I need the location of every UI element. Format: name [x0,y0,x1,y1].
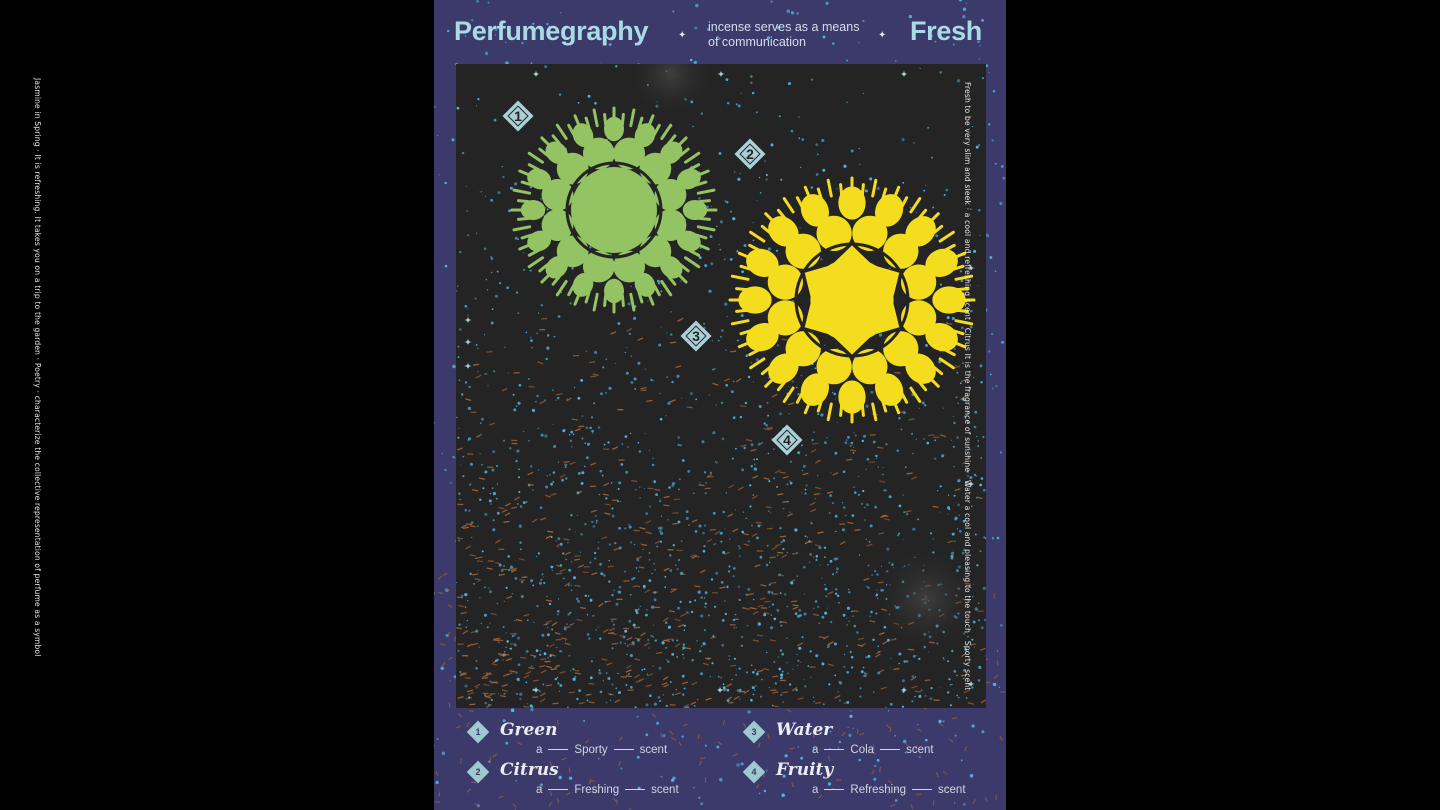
poster: Perfumegraphy ✦ incense serves as a mean… [434,0,1006,810]
grey-ring-top [626,64,716,119]
green-mandala [510,106,718,314]
yellow-mandala [728,176,976,424]
legend-number: 4 [751,767,757,777]
number-diamond-icon: 2 [734,138,766,170]
marker-number: 3 [692,328,700,344]
sparkle-star-icon [532,70,540,78]
orange-stroke-texture [456,316,986,708]
sparkle-star-icon [464,316,472,324]
legend-name: Water [776,720,833,740]
legend-suffix: scent [906,744,934,756]
sparkle-star-icon [967,264,975,272]
tagline: incense serves as a means of communicati… [708,20,878,50]
legend-prefix: a [812,784,819,796]
art-canvas: 1 2 3 4 [456,64,986,708]
sparkle-star-icon: ✦ [678,30,687,41]
legend-prefix: a [812,744,819,756]
marker-number: 1 [514,108,522,124]
grey-ring-bottom [871,544,981,654]
legend-name: Green [500,720,558,740]
brand-title: Perfumegraphy [454,16,649,46]
number-diamond-icon: 1 [502,100,534,132]
sparkle-star-icon [532,686,540,694]
legend-suffix: scent [651,784,679,796]
legend-word: Sporty [574,744,608,756]
legend-description: a Freshing scent [536,784,679,796]
sparkle-star-icon [967,680,975,688]
legend-number: 2 [475,767,481,777]
legend-prefix: a [536,784,543,796]
legend-name: Citrus [500,760,559,780]
sparkle-star-icon [716,686,724,694]
legend-description: a Cola scent [812,744,934,756]
tagline-line-2: of communication [708,35,806,49]
legend-name: Fruity [776,760,834,780]
number-diamond-icon: 3 [680,320,712,352]
marker-number: 4 [783,432,791,448]
tagline-line-1: incense serves as a means [708,20,860,34]
sparkle-star-icon: ✦ [878,30,887,41]
right-vertical-caption: Fresh to be very slim and sleek · a cool… [963,82,972,691]
legend-suffix: scent [938,784,966,796]
legend-number: 1 [475,727,481,737]
legend-word: Refreshing [850,784,907,796]
marker-number: 2 [746,146,754,162]
number-diamond-icon: 4 [771,424,803,456]
panel-star-icons [464,70,975,694]
legend-description: a Refreshing scent [812,784,966,796]
sparkle-star-icon [900,686,908,694]
category-title: Fresh [909,16,982,46]
legend-description: a Sporty scent [536,744,667,756]
legend-word: Cola [850,744,875,756]
left-vertical-caption: Jasmine in Spring · It is refreshing. It… [33,78,42,657]
sparkle-star-icon [464,338,472,346]
legend-word: Freshing [574,784,620,796]
art-panel: 1 2 3 4 [456,64,986,708]
legend-suffix: scent [639,744,668,756]
sparkle-star-icon [900,70,908,78]
legend-number: 3 [751,727,757,737]
sparkle-star-icon [967,480,975,488]
sparkle-star-icon [464,362,472,370]
sparkle-star-icon [717,70,725,78]
legend-prefix: a [536,744,543,756]
